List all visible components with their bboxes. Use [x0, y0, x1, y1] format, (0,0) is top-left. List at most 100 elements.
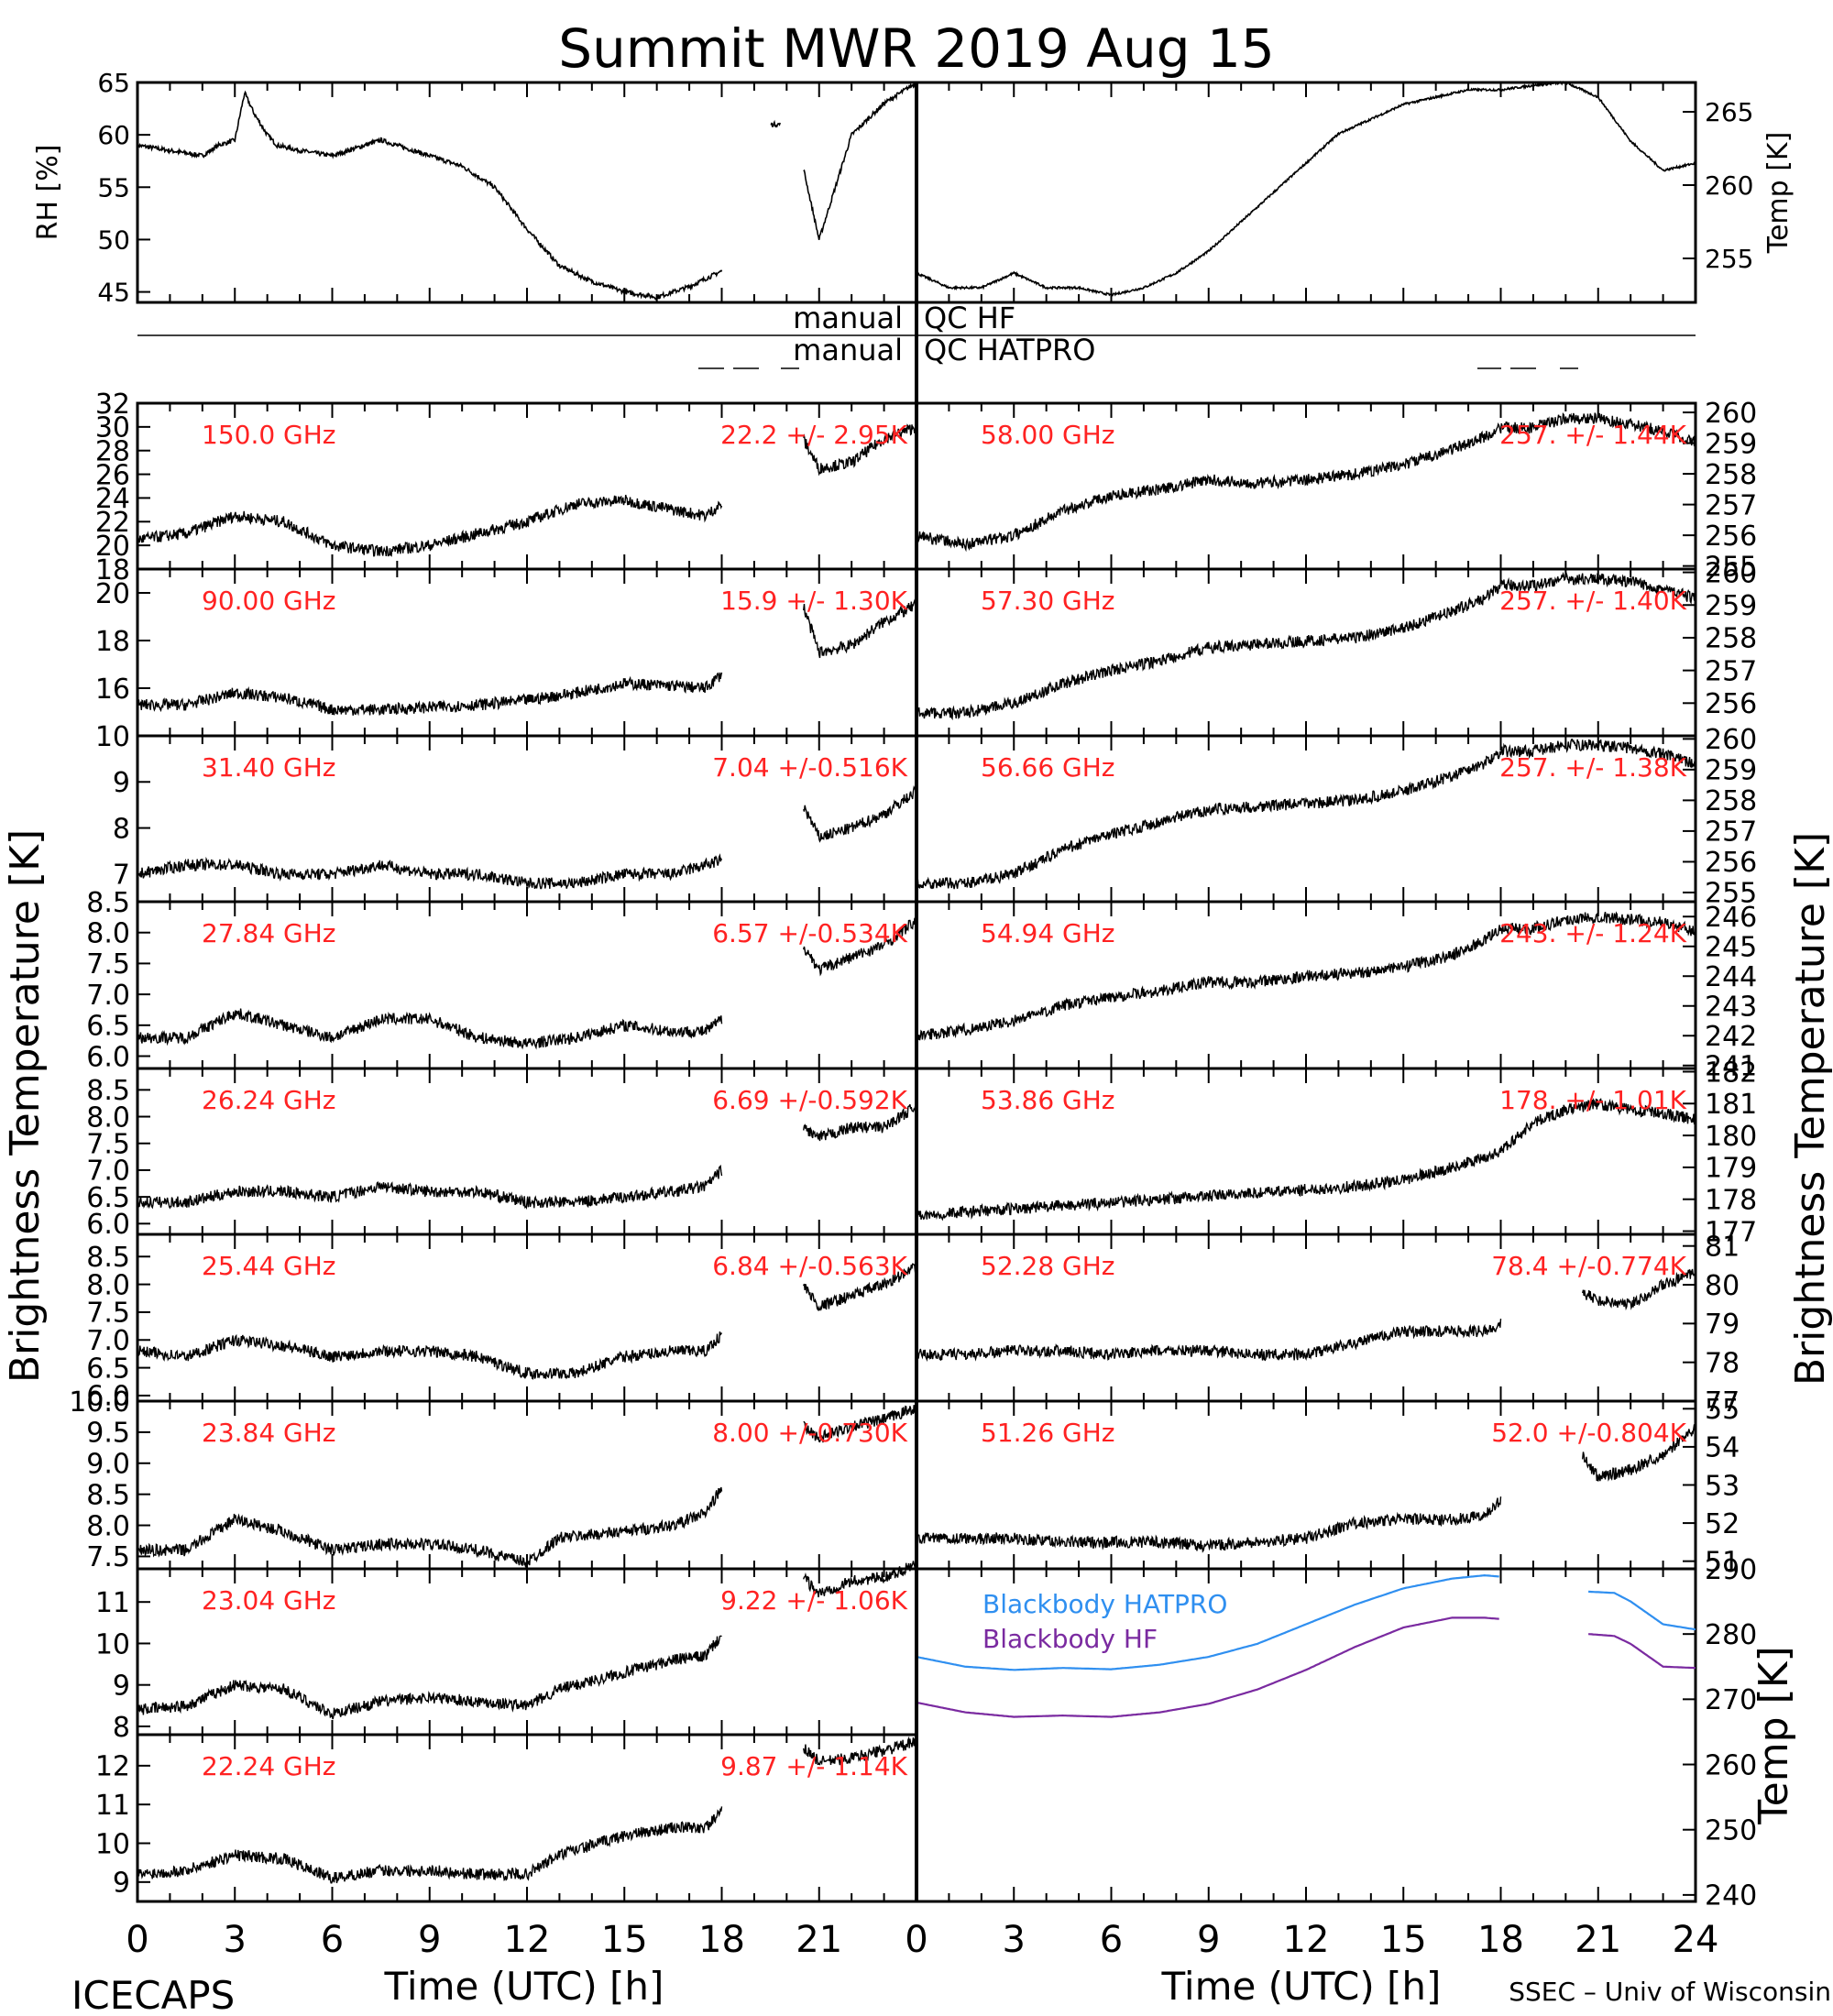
y-tick-label: 11 — [95, 1587, 130, 1619]
x-axis-title-right: Time (UTC) [h] — [1161, 1964, 1442, 2009]
y-tick-label: 53 — [1705, 1470, 1740, 1502]
channel-stat: 7.04 +/-0.516K — [712, 752, 907, 783]
y-tick-label: 256 — [1705, 847, 1757, 879]
series-line — [916, 81, 1696, 297]
series-line — [916, 738, 1696, 890]
channel-label: 27.84 GHz — [202, 918, 336, 948]
y-tick-label: 9 — [113, 1868, 130, 1900]
y-tick-label: 45 — [97, 278, 130, 308]
y-tick-label: 255 — [1705, 878, 1757, 910]
panel-ch-31: 7 8 9 10 31.40 GHz 7.04 +/-0.516K — [95, 721, 918, 904]
side-label-right: Brightness Temperature [K] — [1787, 832, 1833, 1386]
y-tick-label: 7.0 — [86, 1325, 130, 1357]
panel-ch-52-28: 77 78 79 80 81 52.28 GHz 78.4 +/-0.774K — [915, 1231, 1740, 1419]
channel-label: 57.30 GHz — [981, 586, 1115, 616]
y-tick-label: 256 — [1705, 520, 1757, 553]
channel-label: 23.04 GHz — [202, 1585, 336, 1616]
y-tick-label: 7.5 — [86, 1129, 130, 1161]
y-tick-label: 290 — [1705, 1554, 1757, 1586]
y-tick-label: 7.0 — [86, 1156, 130, 1188]
channel-stat: 178. +/- 1.01K — [1499, 1085, 1686, 1115]
y-tick-label: 9 — [113, 767, 130, 799]
y-tick-label: 7 — [113, 860, 130, 892]
channel-label: 25.44 GHz — [202, 1251, 336, 1281]
channel-stat: 257. +/- 1.38K — [1499, 752, 1686, 783]
series-line — [137, 598, 917, 717]
y-tick-label: 257 — [1705, 816, 1757, 849]
y-tick-label: 246 — [1705, 902, 1757, 934]
channel-stat: 9.22 +/- 1.06K — [720, 1585, 907, 1616]
y-tick-label: 255 — [1705, 244, 1753, 274]
y-tick-label: 258 — [1705, 785, 1757, 817]
y-tick-label: 244 — [1705, 961, 1757, 993]
y-tick-label: 20 — [95, 578, 130, 610]
y-axis-label: Temp [K] — [1762, 132, 1795, 255]
y-tick-label: 50 — [97, 225, 130, 256]
y-tick-label: 24 — [95, 483, 130, 515]
y-tick-label: 8.5 — [86, 1075, 130, 1107]
y-tick-label: 242 — [1705, 1021, 1757, 1053]
y-axis-label: Temp [K] — [1751, 1646, 1797, 1824]
series-line — [916, 1424, 1696, 1553]
x-tick-label: 21 — [796, 1919, 842, 1961]
series-line — [137, 1736, 917, 1884]
y-tick-label: 180 — [1705, 1121, 1757, 1153]
y-tick-label: 8 — [113, 813, 130, 845]
channel-label: 53.86 GHz — [981, 1085, 1115, 1115]
channel-label: 23.84 GHz — [202, 1418, 336, 1448]
side-label-left: Brightness Temperature [K] — [2, 829, 49, 1383]
channel-stat: 6.69 +/-0.592K — [712, 1085, 907, 1115]
y-tick-label: 8.0 — [86, 1269, 130, 1301]
series-line — [137, 1560, 917, 1720]
series-line — [916, 1616, 1696, 1718]
x-tick-label: 0 — [126, 1919, 148, 1961]
channel-label: 90.00 GHz — [202, 586, 336, 616]
channel-stat: 257. +/- 1.44K — [1499, 420, 1686, 450]
channel-stat: 243. +/- 1.24K — [1499, 918, 1686, 948]
y-tick-label: 6.0 — [86, 1381, 130, 1413]
qc-hatpro-right-label: QC HATPRO — [924, 333, 1095, 367]
y-tick-label: 20 — [95, 531, 130, 563]
y-tick-label: 265 — [1705, 97, 1753, 127]
channel-label: 31.40 GHz — [202, 752, 336, 783]
x-tick-label: 18 — [698, 1919, 745, 1961]
series-line — [916, 911, 1696, 1041]
y-tick-label: 256 — [1705, 688, 1757, 720]
y-tick-label: 178 — [1705, 1185, 1757, 1217]
channel-stat: 8.00 +/-0.730K — [712, 1418, 907, 1448]
channel-label: 26.24 GHz — [202, 1085, 336, 1115]
channel-stat: 257. +/- 1.40K — [1499, 586, 1686, 616]
y-tick-label: 8.5 — [86, 887, 130, 919]
x-tick-label: 6 — [1100, 1919, 1123, 1961]
x-tick-label: 21 — [1575, 1919, 1621, 1961]
x-tick-label: 24 — [1673, 1919, 1719, 1961]
channel-label: 58.00 GHz — [981, 420, 1115, 450]
channel-stat: 78.4 +/-0.774K — [1491, 1251, 1686, 1281]
x-tick-label: 9 — [418, 1919, 441, 1961]
y-tick-label: 240 — [1705, 1880, 1757, 1912]
series-line — [137, 423, 917, 557]
y-tick-label: 243 — [1705, 992, 1757, 1024]
series-line — [916, 571, 1696, 721]
y-tick-label: 260 — [1705, 1749, 1757, 1781]
x-tick-label: 0 — [905, 1919, 927, 1961]
y-tick-label: 10 — [95, 721, 130, 753]
figure-title: Summit MWR 2019 Aug 15 — [558, 17, 1275, 80]
y-tick-label: 60 — [97, 120, 130, 150]
panel-ch-90: 16 18 20 90.00 GHz 15.9 +/- 1.30K — [95, 567, 918, 738]
legend-entry: Blackbody HATPRO — [982, 1589, 1227, 1619]
y-tick-label: 26 — [95, 459, 130, 491]
y-tick-label: 6.5 — [86, 1011, 130, 1043]
y-tick-label: 78 — [1705, 1347, 1740, 1379]
y-tick-label: 81 — [1705, 1231, 1740, 1263]
y-tick-label: 182 — [1705, 1057, 1757, 1089]
y-tick-label: 8.0 — [86, 1101, 130, 1134]
y-tick-label: 18 — [95, 626, 130, 658]
series-line — [137, 82, 917, 301]
y-tick-label: 179 — [1705, 1153, 1757, 1185]
y-tick-label: 258 — [1705, 459, 1757, 491]
panel-ch-22-24: 9 10 11 12 22.24 GHz 9.87 +/- 1.14K — [95, 1733, 918, 1903]
y-tick-label: 10.0 — [69, 1386, 130, 1419]
